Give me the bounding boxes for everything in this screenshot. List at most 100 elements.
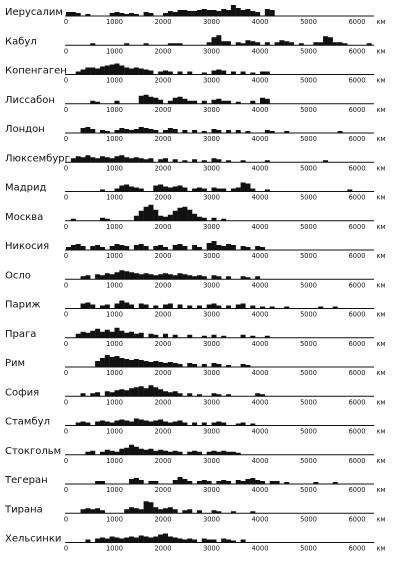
histogram-bar: [211, 187, 217, 192]
histogram-bar: [114, 63, 120, 75]
histogram-bar: [216, 188, 222, 192]
histogram-bar: [211, 275, 217, 280]
histogram-bar: [124, 447, 130, 455]
histogram-bar: [99, 130, 105, 133]
histogram-bar: [138, 210, 144, 221]
histogram-bar: [90, 330, 96, 338]
histogram-bar: [196, 187, 202, 192]
histogram-bar: [323, 160, 329, 163]
tick-label: 1000: [106, 223, 123, 231]
histogram-bar: [177, 185, 183, 192]
tick-label: 0: [64, 457, 68, 465]
histogram-bar: [114, 420, 120, 426]
tick-label: 4000: [252, 223, 269, 231]
histogram-bar: [163, 391, 168, 397]
histogram-bar: [133, 157, 139, 163]
unit-label: км: [377, 457, 386, 465]
histogram-bar: [133, 273, 139, 280]
histogram-bar: [114, 327, 120, 338]
histogram-bar: [182, 187, 188, 192]
histogram-bar: [337, 131, 343, 133]
histogram-bar: [138, 95, 144, 104]
unit-label: км: [377, 486, 386, 494]
histogram-bar: [240, 364, 246, 367]
tick-label: 3000: [203, 369, 220, 377]
histogram-bar: [284, 131, 290, 133]
histogram-bar: [109, 13, 115, 16]
histogram-bar: [158, 159, 164, 163]
histogram-bar: [172, 12, 178, 16]
histogram-bar: [158, 362, 164, 367]
tick-label: 5000: [300, 457, 317, 465]
tick-label: 1000: [106, 47, 123, 55]
histogram-bar: [196, 305, 202, 309]
histogram-bar: [221, 538, 227, 543]
histogram-bar: [182, 206, 188, 221]
histogram-bar: [177, 273, 183, 280]
tick-label: 4000: [252, 281, 269, 289]
histogram-bar: [211, 303, 217, 309]
histogram-bar: [80, 509, 86, 514]
histogram-bar: [138, 509, 144, 514]
tick-label: 5000: [300, 47, 317, 55]
tick-label: 2000: [155, 77, 172, 85]
city-label: Хельсинки: [5, 534, 61, 545]
histogram-bar: [153, 387, 159, 397]
histogram-bar: [192, 364, 198, 367]
histogram-bar: [124, 14, 130, 16]
histogram-bar: [129, 13, 135, 16]
histogram-bar: [167, 187, 173, 192]
histogram-bar: [104, 65, 110, 75]
histogram-bar: [138, 127, 144, 133]
histogram-bar: [158, 215, 164, 221]
histogram-bar: [109, 392, 115, 397]
city-label: Люксембург: [5, 153, 70, 164]
histogram-bar: [201, 9, 207, 16]
histogram-bar: [211, 10, 217, 16]
histogram-bar: [206, 451, 212, 455]
histogram-bar: [153, 305, 159, 309]
histogram-bar: [201, 335, 207, 338]
city-label: Иерусалим: [5, 7, 63, 18]
histogram-bar: [133, 215, 139, 221]
histogram-bar: [264, 71, 270, 75]
histogram-bar: [153, 507, 159, 514]
histogram-bar: [119, 270, 125, 280]
histogram-bar: [104, 273, 110, 280]
city-panel: Прага 0 1000 2000 3000 4000 5000 6000 км: [5, 327, 385, 348]
tick-label: 5000: [300, 164, 317, 172]
histogram-bar: [153, 450, 159, 455]
histogram-bar: [216, 98, 222, 104]
histogram-bar: [211, 539, 217, 543]
histogram-bar: [148, 274, 154, 280]
histogram-bar: [148, 421, 154, 426]
histogram-bar: [153, 481, 159, 484]
tick-label: 5000: [300, 77, 317, 85]
histogram-bar: [221, 246, 227, 250]
histogram-bar: [158, 534, 164, 543]
histogram-bar: [201, 100, 207, 104]
city-panel: София 0 1000 2000 3000 4000 5000 6000 км: [5, 385, 385, 406]
histogram-bar: [196, 481, 202, 484]
tick-label: 4000: [252, 194, 269, 202]
histogram-bar: [163, 70, 168, 75]
tick-label: 1000: [106, 252, 123, 260]
tick-label: 1000: [106, 311, 123, 319]
tick-label: 3000: [203, 398, 220, 406]
histogram-bar: [201, 480, 207, 484]
histogram-bar: [114, 156, 120, 163]
city-label: Тегеран: [4, 475, 48, 486]
histogram-bar: [216, 35, 222, 46]
histogram-bar: [70, 245, 76, 250]
histogram-bar: [192, 100, 198, 104]
histogram-bar: [172, 245, 178, 250]
histogram-bar: [250, 188, 256, 192]
histogram-bar: [104, 449, 110, 455]
histogram-bar: [216, 245, 222, 250]
tick-label: 0: [64, 194, 68, 202]
histogram-bar: [119, 448, 125, 455]
histogram-bar: [138, 480, 144, 484]
city-panel: Тирана 0 1000 2000 3000 4000 5000 6000 км: [4, 501, 385, 523]
histogram-bar: [211, 450, 217, 455]
tick-label: 4000: [252, 106, 269, 114]
